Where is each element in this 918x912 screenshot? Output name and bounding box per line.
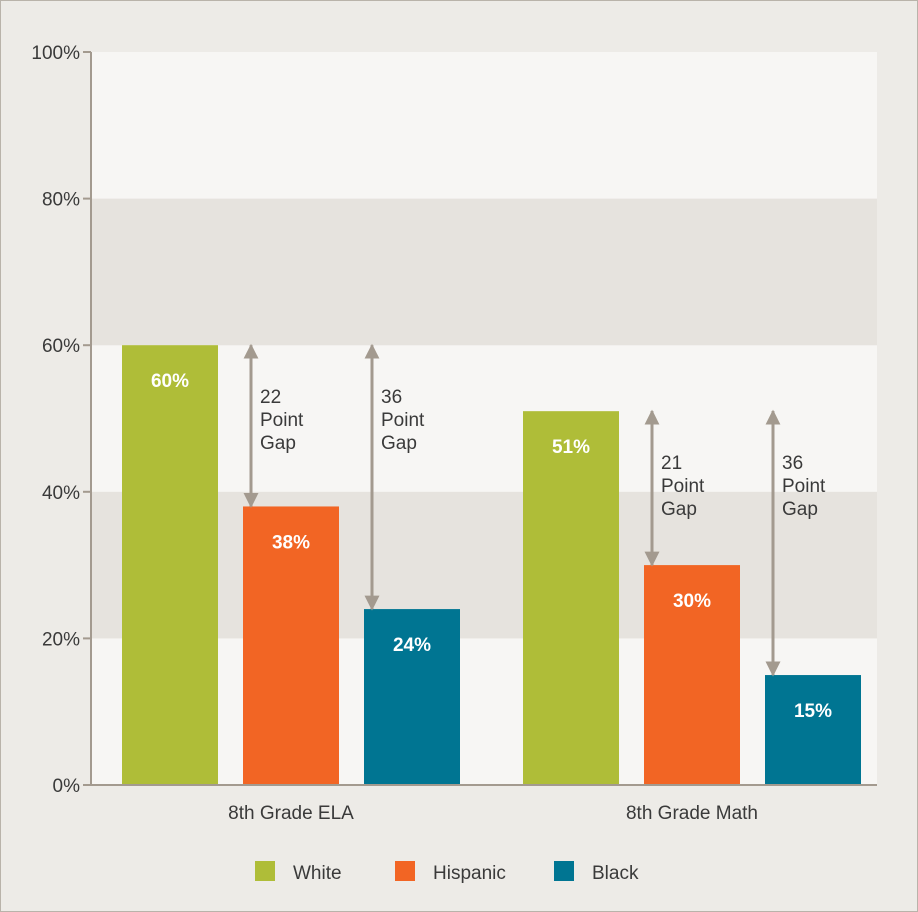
bar-value-label: 30% <box>673 591 711 612</box>
grid-band <box>91 491 877 639</box>
grid-band <box>91 198 877 346</box>
legend-swatch <box>554 861 574 881</box>
gap-label: 21 <box>661 453 682 474</box>
legend-swatch <box>255 861 275 881</box>
gap-label: Gap <box>260 433 296 454</box>
gap-label: Gap <box>661 499 697 520</box>
grid-band <box>91 638 877 785</box>
legend-swatch <box>395 861 415 881</box>
bar <box>765 675 861 785</box>
legend-label: White <box>293 863 342 884</box>
y-tick-label: 100% <box>31 43 80 64</box>
bar-value-label: 24% <box>393 635 431 656</box>
category-label: 8th Grade ELA <box>228 803 354 824</box>
gap-label: Gap <box>381 433 417 454</box>
gap-label: Gap <box>782 499 818 520</box>
gap-label: Point <box>661 476 705 497</box>
gap-label: 22 <box>260 387 281 408</box>
bar-value-label: 38% <box>272 532 310 553</box>
y-tick-label: 60% <box>42 336 80 357</box>
bar <box>243 506 339 785</box>
y-tick-label: 0% <box>53 776 81 797</box>
bar <box>364 609 460 785</box>
grid-band <box>91 345 877 492</box>
gap-label: 36 <box>381 387 402 408</box>
gap-label: 36 <box>782 453 803 474</box>
gap-label: Point <box>260 410 304 431</box>
bar-value-label: 60% <box>151 371 189 392</box>
category-label: 8th Grade Math <box>626 803 758 824</box>
bar-value-label: 15% <box>794 701 832 722</box>
bar-value-label: 51% <box>552 437 590 458</box>
y-tick-label: 20% <box>42 629 80 650</box>
gap-label: Point <box>782 476 826 497</box>
grid-band <box>91 52 877 199</box>
bar <box>523 411 619 785</box>
gap-label: Point <box>381 410 425 431</box>
bar <box>644 565 740 785</box>
y-tick-label: 80% <box>42 190 80 211</box>
bar <box>122 345 218 785</box>
legend-label: Black <box>592 863 639 884</box>
legend-label: Hispanic <box>433 863 506 884</box>
y-tick-label: 40% <box>42 483 80 504</box>
